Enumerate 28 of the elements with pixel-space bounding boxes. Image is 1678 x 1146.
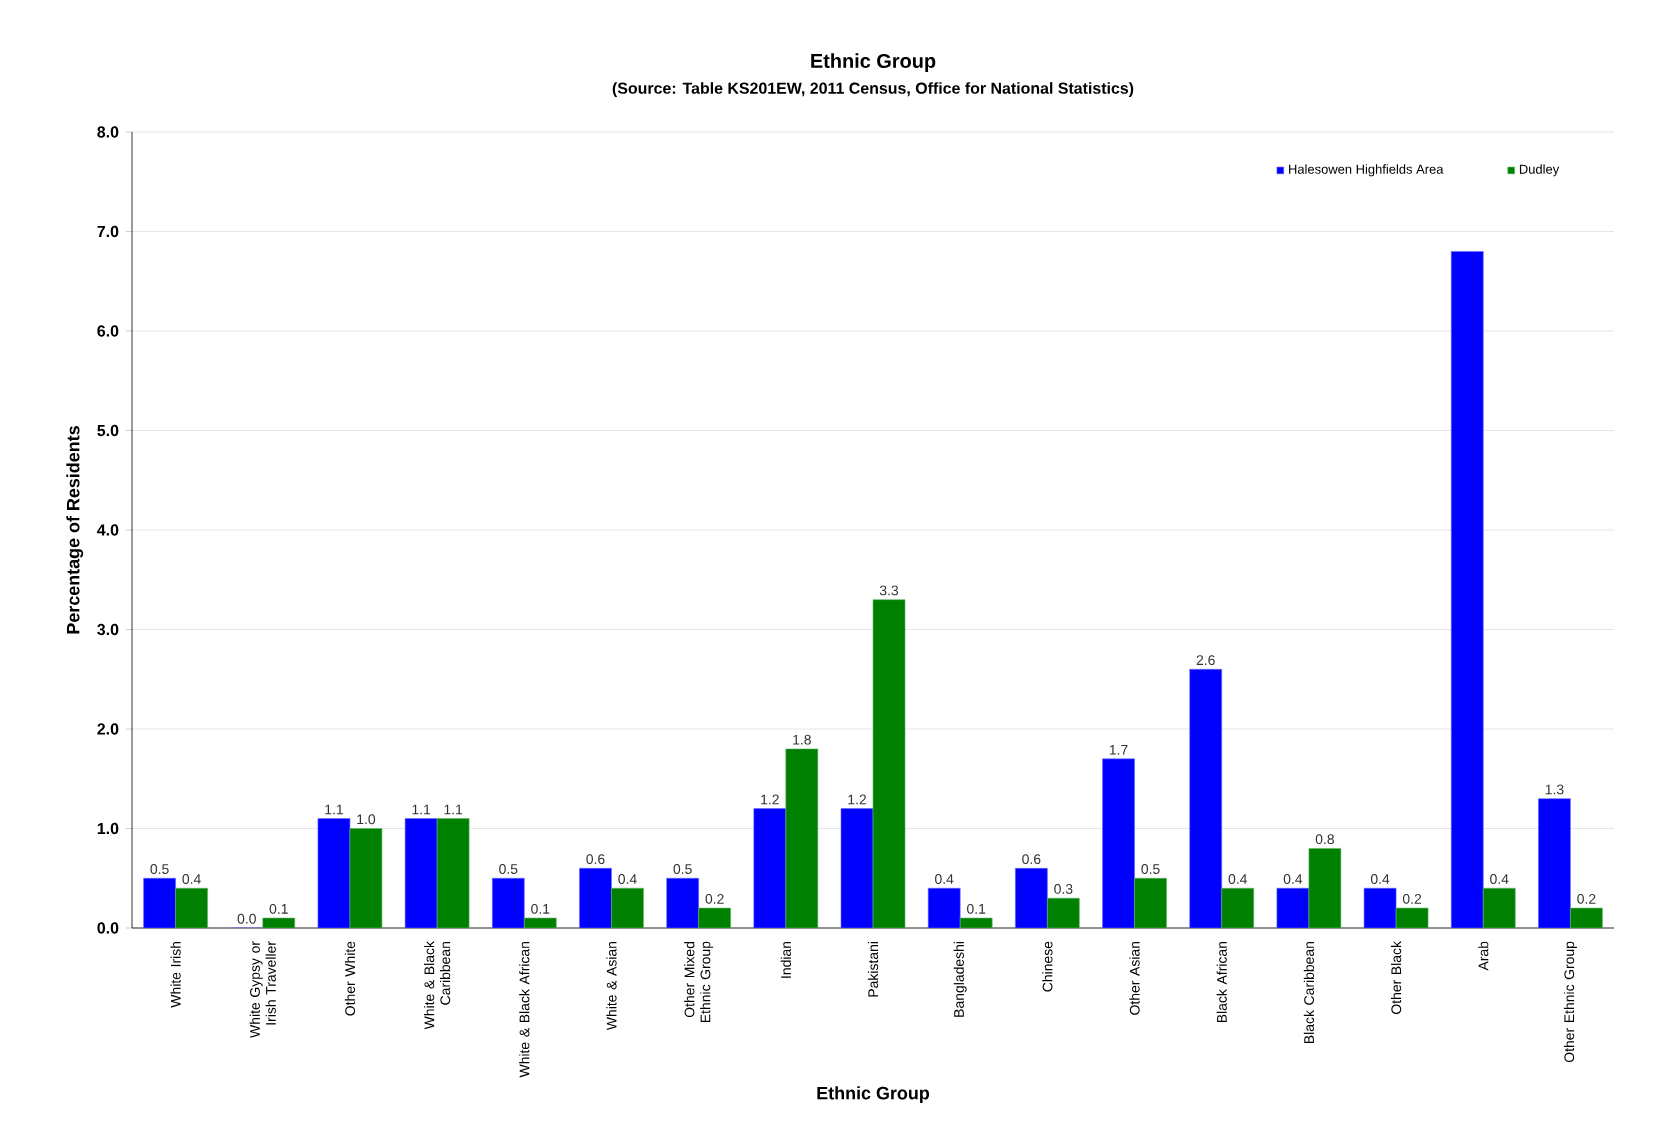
bar	[1015, 868, 1048, 928]
bar	[404, 818, 438, 928]
bar	[1482, 887, 1516, 928]
bar	[1538, 798, 1571, 928]
bar	[143, 877, 176, 928]
bar	[492, 877, 525, 928]
bar	[1047, 897, 1080, 928]
bar	[1221, 887, 1255, 928]
x-axis-title: Ethnic Group	[817, 1086, 930, 1103]
bar	[666, 877, 699, 928]
bar	[349, 828, 383, 928]
bar	[1450, 251, 1484, 928]
bar	[317, 818, 351, 928]
y-axis-title: Percentage of Residents	[66, 426, 84, 634]
bar	[1308, 848, 1342, 928]
bar	[785, 748, 819, 928]
chart-title: Ethnic Group	[811, 53, 936, 72]
bar	[872, 599, 906, 928]
bar	[436, 818, 470, 928]
bar	[1189, 669, 1223, 928]
bar	[611, 887, 644, 928]
bar	[753, 808, 787, 928]
bar	[1134, 877, 1167, 928]
bar	[1102, 758, 1135, 928]
bar	[840, 808, 874, 928]
bar	[175, 887, 208, 928]
bar	[579, 868, 612, 928]
bar	[927, 887, 961, 928]
